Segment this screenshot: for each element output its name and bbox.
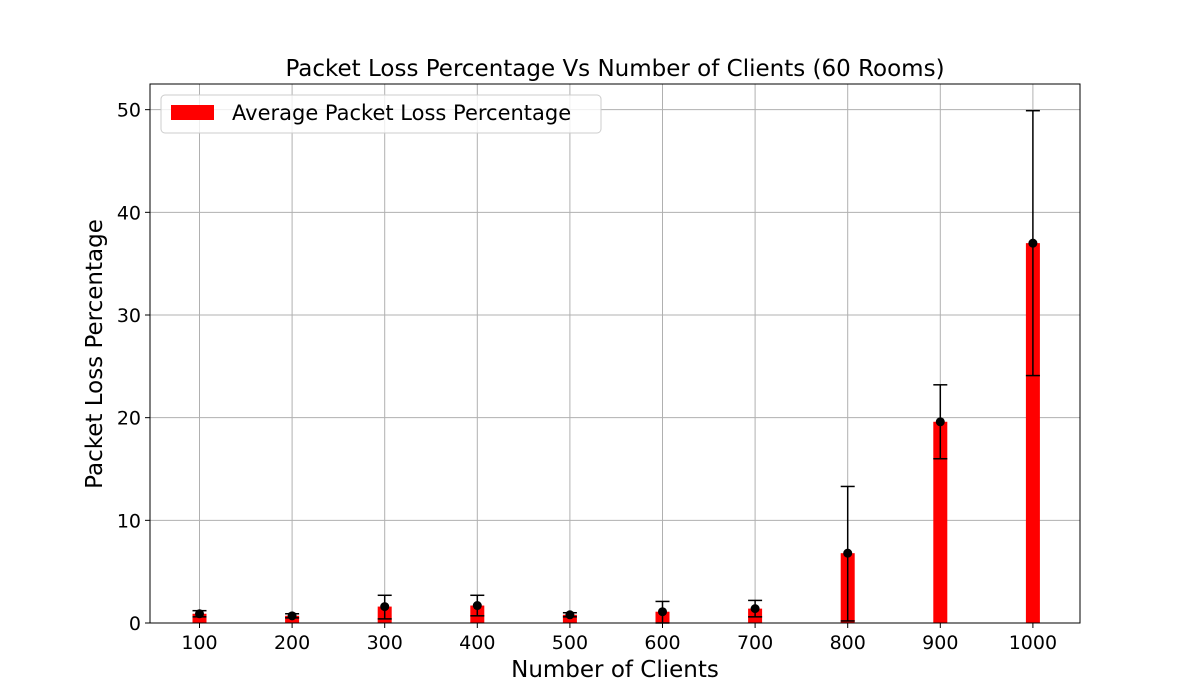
- plot-frame: [149, 83, 1081, 624]
- mean-marker: [287, 611, 297, 621]
- legend-swatch: [171, 105, 214, 120]
- bar: [192, 613, 207, 623]
- legend: Average Packet Loss Percentage: [160, 94, 602, 134]
- legend-label: Average Packet Loss Percentage: [232, 101, 571, 125]
- y-axis-label: Packet Loss Percentage: [82, 219, 108, 489]
- mean-marker: [1028, 238, 1038, 248]
- error-bars: [192, 109, 1040, 624]
- y-tick-label: 40: [117, 202, 141, 224]
- mean-marker: [472, 601, 482, 611]
- ticks: 100 200 300 400 500 600 700 800 900 1000 0 10 20 30 40…: [117, 100, 1057, 654]
- x-tick-label: 200: [274, 632, 310, 654]
- bar: [1025, 243, 1040, 623]
- x-axis-label: Number of Clients: [511, 657, 719, 683]
- mean-marker: [750, 604, 760, 614]
- bar: [933, 421, 948, 623]
- mean-marker: [658, 607, 667, 617]
- y-tick-label: 0: [129, 613, 141, 635]
- x-tick-label: 800: [830, 632, 866, 654]
- mean-marker: [565, 610, 575, 620]
- y-tick-label: 50: [117, 100, 141, 122]
- legend-frame: [160, 94, 602, 134]
- x-tick-label: 100: [181, 632, 217, 654]
- mean-marker: [843, 548, 853, 558]
- x-tick-label: 600: [644, 632, 680, 654]
- x-tick-label: 500: [552, 632, 588, 654]
- y-tick-label: 10: [117, 510, 141, 532]
- chart-title: Packet Loss Percentage Vs Number of Clie…: [285, 56, 944, 82]
- y-tick-label: 30: [117, 305, 141, 327]
- mean-marker: [380, 602, 390, 612]
- y-tick-label: 20: [117, 408, 141, 430]
- x-tick-label: 900: [922, 632, 958, 654]
- mean-marker: [935, 417, 945, 427]
- bars: [192, 243, 1040, 623]
- x-tick-label: 700: [737, 632, 773, 654]
- x-tick-label: 300: [367, 632, 403, 654]
- x-tick-label: 400: [459, 632, 495, 654]
- mean-marker: [195, 609, 204, 619]
- x-tick-label: 1000: [1009, 632, 1057, 654]
